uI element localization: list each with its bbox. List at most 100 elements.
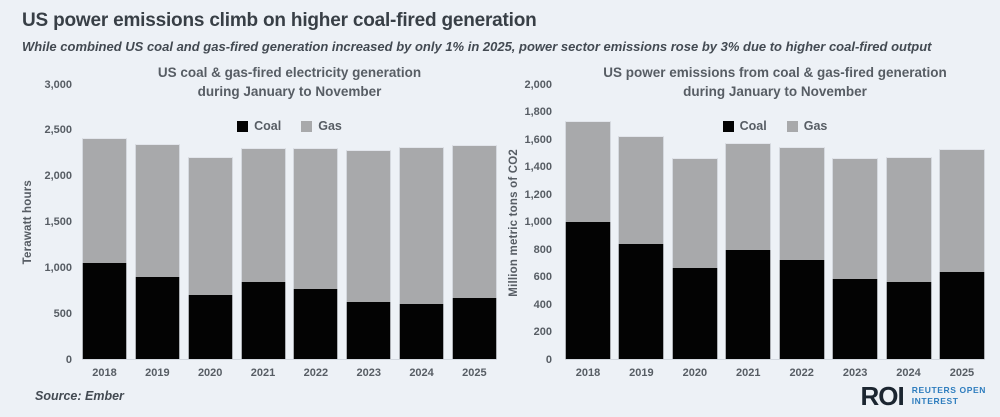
roi-logo-mark: ROI: [860, 380, 904, 411]
x-axis-labels: 2018 2019 2020 2021 2022 2023 2024 2025: [82, 367, 497, 379]
coal-segment: [832, 279, 879, 359]
footer: Source: Ember ROI REUTERS OPEN INTEREST: [0, 380, 1000, 417]
coal-swatch-icon: [237, 120, 249, 132]
legend-item-gas: Gas: [786, 119, 828, 133]
y-tick-label: 1,400: [524, 161, 552, 173]
header: US power emissions climb on higher coal-…: [0, 0, 1000, 58]
legend-label: Gas: [803, 119, 828, 133]
chart-title-line1: US coal & gas-fired electricity generati…: [157, 65, 422, 80]
x-tick-label: 2019: [145, 367, 170, 379]
x-tick-label: 2023: [356, 367, 381, 379]
bar-2019: [134, 84, 180, 359]
gas-segment: [725, 143, 772, 251]
bar-2025: [451, 84, 497, 359]
y-axis-ticks: 0 500 1,000 1,500 2,000 2,500 3,000: [0, 79, 82, 366]
y-tick-label: 200: [533, 326, 552, 338]
roi-logo-line1: REUTERS OPEN: [911, 384, 986, 395]
gas-segment: [399, 147, 445, 304]
gas-swatch-icon: [301, 120, 313, 132]
x-tick-label: 2022: [789, 367, 814, 379]
gas-segment: [565, 121, 611, 222]
roi-logo: ROI REUTERS OPEN INTEREST: [860, 383, 986, 409]
coal-segment: [671, 268, 718, 359]
page-subtitle: While combined US coal and gas-fired gen…: [22, 39, 932, 54]
gas-swatch-icon: [786, 120, 798, 132]
coal-segment: [399, 304, 445, 359]
emissions-chart: US power emissions from coal & gas-fired…: [500, 58, 1000, 380]
coal-segment: [451, 297, 497, 359]
chart-title-line2: during January to November: [683, 84, 867, 99]
y-tick-label: 3,000: [44, 78, 72, 91]
legend: Coal Gas: [565, 119, 985, 133]
y-tick-label: 1,000: [524, 216, 552, 228]
bar-2023: [832, 84, 879, 359]
bar-2020: [671, 84, 718, 359]
y-tick-label: 1,600: [524, 133, 552, 146]
gas-segment: [618, 136, 665, 244]
y-tick-label: 2,000: [44, 170, 72, 183]
gas-segment: [885, 156, 932, 282]
y-tick-label: 800: [533, 243, 552, 256]
x-tick-label: 2025: [949, 367, 975, 379]
bar-2018: [565, 84, 611, 359]
coal-segment: [134, 276, 180, 359]
gas-segment: [778, 147, 825, 260]
coal-segment: [346, 302, 392, 359]
legend-label: Coal: [739, 119, 767, 133]
x-tick-label: 2025: [462, 367, 487, 379]
gas-segment: [832, 158, 879, 280]
y-tick-label: 1,200: [524, 188, 552, 201]
x-tick-label: 2023: [842, 367, 868, 379]
legend-item-coal: Coal: [237, 119, 281, 133]
bar-2021: [725, 84, 772, 359]
x-tick-label: 2019: [629, 367, 654, 379]
plot-area: [565, 84, 985, 360]
x-tick-label: 2024: [409, 367, 434, 379]
x-tick-label: 2022: [303, 367, 329, 379]
x-tick-label: 2024: [896, 367, 921, 379]
y-tick-label: 600: [533, 271, 552, 283]
coal-segment: [778, 260, 825, 359]
x-tick-label: 2021: [736, 367, 761, 379]
coal-segment: [885, 282, 932, 359]
bar-2018: [82, 84, 127, 359]
legend-item-coal: Coal: [722, 119, 767, 133]
chart-title: US coal & gas-fired electricity generati…: [82, 63, 497, 101]
page-title: US power emissions climb on higher coal-…: [22, 10, 537, 31]
source-credit: Source: Ember: [35, 388, 124, 403]
y-tick-label: 1,500: [44, 216, 72, 228]
coal-segment: [293, 289, 339, 359]
x-tick-label: 2018: [92, 367, 117, 379]
bar-2025: [938, 84, 985, 359]
chart-title: US power emissions from coal & gas-fired…: [565, 63, 985, 101]
y-tick-label: 500: [53, 307, 72, 320]
y-tick-label: 1,800: [524, 106, 552, 118]
x-tick-label: 2020: [197, 367, 223, 379]
coal-swatch-icon: [722, 120, 734, 132]
gas-segment: [671, 158, 718, 269]
y-tick-label: 0: [65, 353, 72, 366]
y-tick-label: 2,500: [44, 124, 72, 137]
x-tick-label: 2018: [575, 367, 601, 379]
coal-segment: [938, 272, 985, 359]
gas-segment: [346, 150, 392, 303]
x-tick-label: 2020: [682, 367, 708, 379]
legend: Coal Gas: [82, 119, 497, 133]
chart-title-line1: US power emissions from coal & gas-fired…: [603, 65, 947, 80]
coal-segment: [240, 282, 286, 359]
x-axis-labels: 2018 2019 2020 2021 2022 2023 2024 2025: [565, 367, 985, 379]
y-tick-label: 2,000: [524, 78, 552, 91]
coal-segment: [565, 221, 611, 359]
chart-title-line2: during January to November: [197, 84, 382, 99]
legend-label: Gas: [318, 119, 342, 133]
plot-area: [82, 84, 497, 360]
bar-2019: [618, 84, 665, 359]
gas-segment: [187, 157, 233, 295]
roi-logo-line2: INTEREST: [911, 395, 959, 406]
gas-segment: [82, 138, 127, 263]
roi-logo-text: REUTERS OPEN INTEREST: [912, 385, 986, 407]
bar-2024: [885, 84, 932, 359]
y-tick-label: 400: [533, 298, 552, 311]
coal-segment: [187, 294, 233, 359]
